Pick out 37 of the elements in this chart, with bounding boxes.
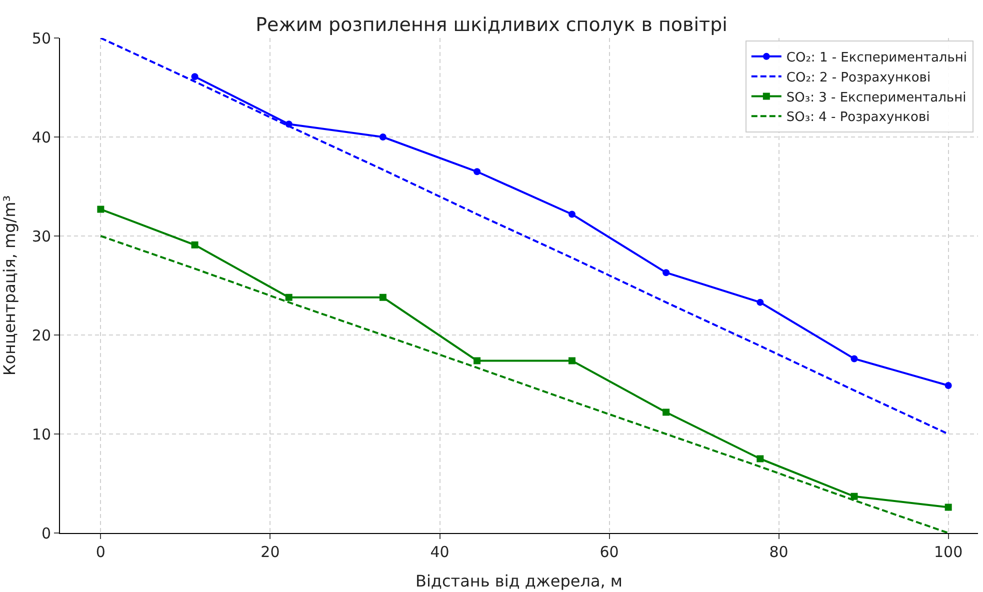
legend-label: CO₂: 2 - Розрахункові — [786, 70, 931, 86]
point — [191, 241, 198, 248]
y-tick-label: 50 — [32, 29, 51, 48]
point — [568, 357, 576, 364]
point — [850, 355, 858, 362]
x-axis-title: Відстань від джерела, м — [416, 572, 622, 591]
point — [568, 210, 576, 218]
legend-label: CO₂: 1 - Експериментальні — [786, 50, 968, 66]
point — [285, 294, 292, 301]
x-tick-label: 60 — [600, 543, 619, 561]
x-tick-label: 40 — [430, 543, 450, 561]
point — [944, 382, 952, 389]
x-tick-label: 0 — [96, 543, 106, 561]
x-tick-label: 80 — [769, 543, 788, 561]
point — [191, 73, 198, 80]
point — [379, 294, 386, 301]
point — [474, 168, 481, 176]
point — [756, 298, 764, 306]
y-tick-label: 0 — [41, 524, 51, 542]
legend-label: SO₃: 3 - Експериментальні — [786, 90, 966, 106]
x-tick-label: 100 — [934, 543, 963, 561]
y-axis-title: Концентрація, mg/m³ — [0, 195, 19, 376]
line-series — [100, 235, 950, 533]
y-tick-label: 20 — [32, 326, 51, 344]
point — [756, 455, 764, 462]
y-tick-label: 10 — [32, 425, 51, 444]
y-tick-label: 40 — [32, 128, 51, 146]
point — [379, 134, 386, 140]
chart-title: Режим розпилення шкідливих сполук в повітрі — [256, 14, 728, 36]
y-tick-label: 30 — [32, 227, 51, 246]
point — [474, 357, 481, 364]
x-tick-label: 20 — [260, 543, 280, 561]
legend-label: SO₃: 4 - Розрахункові — [786, 110, 930, 126]
point — [944, 504, 952, 511]
point — [97, 206, 104, 213]
point — [662, 408, 670, 416]
point — [662, 269, 670, 276]
